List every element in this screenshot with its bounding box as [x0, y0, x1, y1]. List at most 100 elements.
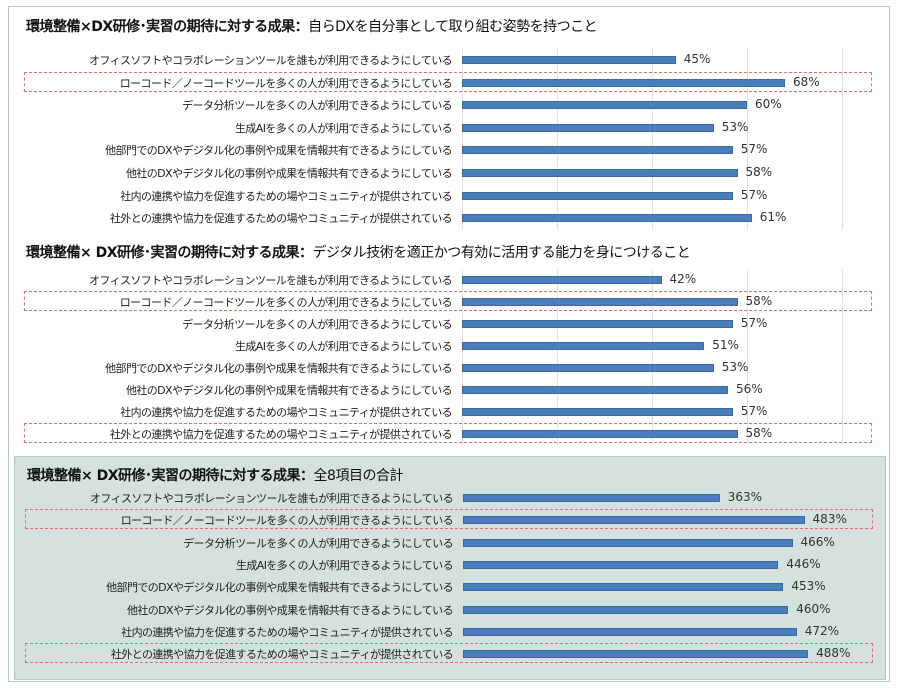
category-label: データ分析ツールを多くの人が利用できるようにしている: [183, 536, 453, 550]
bar: [462, 56, 676, 64]
gridline: [842, 49, 843, 230]
data-label: 45%: [683, 52, 711, 66]
data-label: 466%: [800, 534, 835, 549]
chart-panel-1: 環境整備×DX研修･実習の期待に対する成果：自らDXを自分事として取り組む姿勢を…: [14, 8, 884, 230]
category-label: ローコード／ノーコードツールを多くの人が利用できるようにしている: [119, 296, 453, 309]
data-label: 453%: [791, 579, 826, 594]
data-label: 68%: [793, 74, 820, 89]
bar-row: データ分析ツールを多くの人が利用できるようにしている 466%: [15, 532, 885, 554]
highlight-box: [25, 509, 873, 530]
bar: [463, 494, 720, 502]
data-label: 488%: [816, 646, 851, 661]
data-label: 58%: [745, 426, 773, 440]
bar-row: 社外との連携や協力を促進するための場やコミュニティが提供されている 58%: [14, 423, 884, 445]
data-label: 42%: [669, 272, 697, 286]
bar-row: 社内の連携や協力を促進するための場やコミュニティが提供されている 57%: [14, 185, 884, 207]
bar-row: 他社のDXやデジタル化の事例や成果を情報共有できるようにしている 460%: [15, 599, 885, 621]
category-label: 他部門でのDXやデジタル化の事例や成果を情報共有できるようにしている: [105, 144, 452, 158]
gridline: [462, 269, 463, 445]
category-label: 生成AIを多くの人が利用できるようにしている: [234, 340, 453, 353]
bar-row: データ分析ツールを多くの人が利用できるようにしている 57%: [14, 313, 884, 335]
bar-row: オフィスソフトやコラボレーションツールを誰もが利用できるようにしている 45%: [14, 49, 884, 71]
chart-title: 環境整備×DX研修･実習の期待に対する成果：自らDXを自分事として取り組む姿勢を…: [26, 16, 598, 36]
category-label: 他社のDXやデジタル化の事例や成果を情報共有できるようにしている: [125, 384, 453, 397]
data-label: 472%: [804, 623, 840, 638]
bar-row: 他部門でのDXやデジタル化の事例や成果を情報共有できるようにしている 453%: [15, 576, 885, 598]
gridline: [652, 269, 653, 445]
bar: [462, 123, 714, 132]
category-label: 社外との連携や協力を促進するための場やコミュニティが提供されている: [109, 428, 453, 441]
bar: [462, 342, 705, 350]
bar: [462, 408, 733, 416]
bar: [462, 298, 738, 306]
category-label: 他部門でのDXやデジタル化の事例や成果を情報共有できるようにしている: [106, 581, 453, 595]
bar-row: ローコード／ノーコードツールを多くの人が利用できるようにしている 58%: [14, 291, 884, 313]
gridline: [747, 49, 748, 230]
chart-title-main: 環境整備×DX研修･実習の期待に対する成果：: [26, 19, 309, 35]
data-label: 61%: [759, 210, 787, 225]
data-label: 483%: [812, 512, 847, 527]
category-label: オフィスソフトやコラボレーションツールを誰もが利用できるようにしている: [88, 54, 453, 67]
data-label: 53%: [721, 119, 749, 134]
category-label: 社内の連携や協力を促進するための場やコミュニティが提供されている: [120, 406, 452, 419]
bar-row: ローコード／ノーコードツールを多くの人が利用できるようにしている 68%: [14, 72, 884, 94]
highlight-box: [24, 423, 872, 443]
gridline: [747, 269, 748, 445]
gridline: [652, 49, 653, 230]
bar: [462, 386, 728, 394]
chart-panel-3: 環境整備× DX研修･実習の期待に対する成果：全8項目の合計オフィスソフトやコラ…: [14, 456, 886, 680]
chart-title-sub: 自らDXを自分事として取り組む姿勢を持つこと: [308, 19, 598, 35]
bar: [463, 605, 789, 614]
data-label: 60%: [755, 97, 782, 112]
gridline: [557, 49, 558, 230]
category-label: オフィスソフトやコラボレーションツールを誰もが利用できるようにしている: [89, 492, 454, 505]
bar: [462, 146, 733, 155]
data-label: 57%: [740, 404, 768, 418]
bar-row: ローコード／ノーコードツールを多くの人が利用できるようにしている 483%: [15, 509, 885, 531]
bar: [463, 583, 784, 592]
data-label: 53%: [721, 360, 749, 374]
bar-row: 生成AIを多くの人が利用できるようにしている 446%: [15, 554, 885, 576]
category-label: 社内の連携や協力を促進するための場やコミュニティが提供されている: [120, 189, 452, 203]
chart-title: 環境整備× DX研修･実習の期待に対する成果：デジタル技術を適正かつ有効に活用す…: [26, 242, 691, 262]
bar: [463, 516, 805, 525]
category-label: オフィスソフトやコラボレーションツールを誰もが利用できるようにしている: [88, 274, 453, 287]
category-label: ローコード／ノーコードツールを多くの人が利用できるようにしている: [120, 514, 454, 528]
category-label: データ分析ツールを多くの人が利用できるようにしている: [182, 99, 452, 113]
category-label: データ分析ツールを多くの人が利用できるようにしている: [182, 318, 452, 331]
data-label: 58%: [745, 294, 773, 308]
bar-row: データ分析ツールを多くの人が利用できるようにしている 60%: [14, 94, 884, 116]
bar: [462, 364, 714, 372]
bar-row: 社外との連携や協力を促進するための場やコミュニティが提供されている 61%: [14, 207, 884, 229]
bar: [462, 320, 733, 328]
chart-title-main: 環境整備× DX研修･実習の期待に対する成果：: [27, 468, 314, 484]
chart-title-sub: デジタル技術を適正かつ有効に活用する能力を身につけること: [312, 245, 691, 261]
bar: [462, 191, 733, 200]
gridline: [462, 49, 463, 230]
bar-row: 社外との連携や協力を促進するための場やコミュニティが提供されている 488%: [15, 643, 885, 665]
category-label: 生成AIを多くの人が利用できるようにしている: [234, 121, 453, 135]
category-label: 社外との連携や協力を促進するための場やコミュニティが提供されている: [109, 212, 453, 226]
bar: [462, 276, 662, 284]
bar: [462, 169, 738, 177]
gridline: [842, 269, 843, 445]
data-label: 51%: [712, 338, 739, 352]
highlight-box: [24, 71, 872, 92]
chart-panel-2: 環境整備× DX研修･実習の期待に対する成果：デジタル技術を適正かつ有効に活用す…: [14, 234, 884, 450]
highlight-box: [24, 291, 872, 311]
chart-title-sub: 全8項目の合計: [313, 468, 404, 484]
category-label: 他部門でのDXやデジタル化の事例や成果を情報共有できるようにしている: [105, 362, 452, 375]
bar: [463, 560, 779, 569]
category-label: 社内の連携や協力を促進するための場やコミュニティが提供されている: [121, 625, 453, 639]
chart-title-main: 環境整備× DX研修･実習の期待に対する成果：: [26, 245, 313, 261]
bar-row: 他部門でのDXやデジタル化の事例や成果を情報共有できるようにしている 53%: [14, 357, 884, 379]
gridline: [557, 269, 558, 445]
category-label: ローコード／ノーコードツールを多くの人が利用できるようにしている: [119, 76, 453, 90]
data-label: 57%: [740, 142, 768, 157]
category-label: 生成AIを多くの人が利用できるようにしている: [235, 558, 454, 572]
bar-row: オフィスソフトやコラボレーションツールを誰もが利用できるようにしている 42%: [14, 269, 884, 291]
bar: [463, 627, 797, 636]
category-label: 社外との連携や協力を促進するための場やコミュニティが提供されている: [110, 648, 454, 662]
data-label: 58%: [745, 165, 773, 179]
data-label: 56%: [736, 382, 763, 396]
